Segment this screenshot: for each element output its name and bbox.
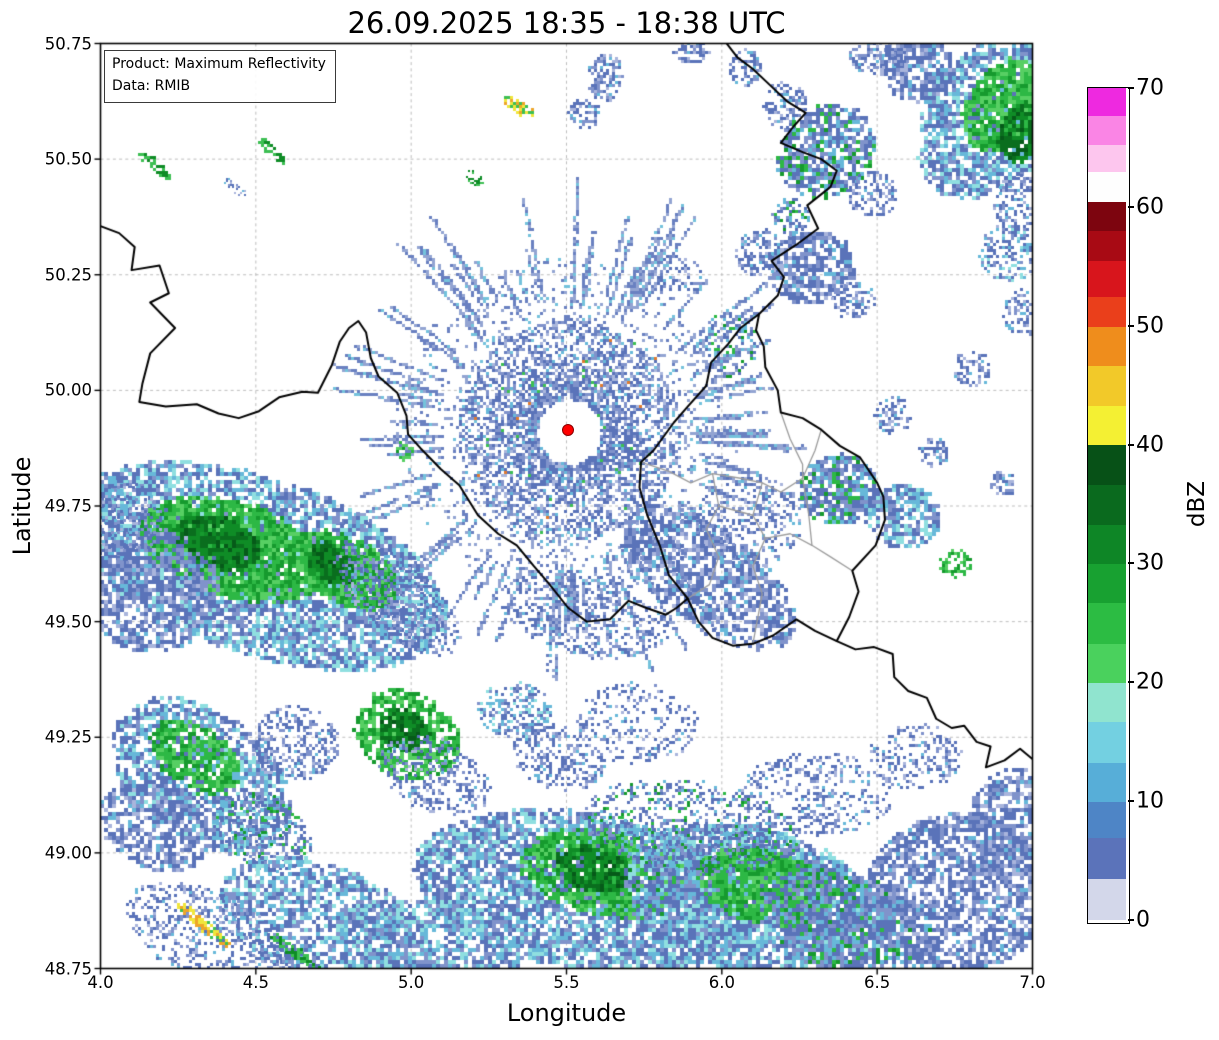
- colorbar-band: [1088, 444, 1126, 485]
- colorbar: [1088, 88, 1126, 920]
- colorbar-band: [1088, 602, 1126, 644]
- data-source-line: Data: RMIB: [112, 77, 191, 94]
- y-tick-label: 49.00: [44, 843, 92, 863]
- colorbar-band: [1088, 171, 1126, 202]
- colorbar-tick-label: 40: [1136, 432, 1164, 458]
- colorbar-band: [1088, 483, 1126, 525]
- colorbar-band: [1088, 836, 1126, 880]
- colorbar-band: [1088, 230, 1126, 262]
- y-tick-label: 49.75: [44, 496, 92, 516]
- colorbar-band: [1088, 524, 1126, 565]
- colorbar-tick: [1128, 324, 1134, 327]
- x-tick-label: 5.5: [553, 973, 580, 992]
- colorbar-tick: [1128, 800, 1134, 803]
- colorbar-tick: [1128, 919, 1134, 921]
- colorbar-label: dBZ: [1184, 480, 1210, 528]
- colorbar-tick: [1128, 205, 1134, 208]
- product-line: Product: Maximum Reflectivity: [112, 56, 326, 72]
- x-tick-label: 6.5: [864, 973, 891, 992]
- colorbar-band: [1088, 405, 1126, 446]
- y-tick-label: 50.25: [44, 265, 92, 285]
- colorbar-band: [1088, 364, 1126, 407]
- colorbar-band: [1088, 682, 1126, 723]
- y-tick-label: 49.25: [44, 727, 92, 747]
- colorbar-band: [1088, 88, 1126, 117]
- x-axis-label: Longitude: [506, 999, 627, 1027]
- colorbar-tick-label: 50: [1136, 313, 1164, 339]
- x-tick-label: 7.0: [1019, 973, 1046, 992]
- colorbar-band: [1088, 563, 1126, 604]
- colorbar-tick-label: 0: [1136, 907, 1150, 933]
- colorbar-tick: [1128, 681, 1134, 684]
- product-info-box: Product: Maximum Reflectivity Data: RMIB: [104, 50, 336, 104]
- x-tick-label: 5.0: [398, 973, 425, 992]
- colorbar-band: [1088, 325, 1126, 366]
- colorbar-tick-label: 70: [1136, 75, 1164, 101]
- colorbar-band: [1088, 643, 1126, 684]
- colorbar-band: [1088, 296, 1126, 327]
- colorbar-tick-label: 20: [1136, 669, 1164, 695]
- y-tick-label: 48.75: [44, 959, 92, 978]
- x-tick-label: 6.0: [708, 973, 735, 992]
- colorbar-tick-label: 60: [1136, 194, 1164, 220]
- figure-title: 26.09.2025 18:35 - 18:38 UTC: [347, 6, 786, 40]
- colorbar-tick-label: 10: [1136, 788, 1164, 814]
- x-tick-label: 4.0: [87, 973, 114, 992]
- colorbar-tick: [1128, 562, 1134, 565]
- y-tick-label: 49.50: [44, 612, 92, 632]
- y-tick-label: 50.75: [44, 34, 92, 53]
- colorbar-band: [1088, 143, 1126, 172]
- colorbar-band: [1088, 260, 1126, 297]
- y-tick-label: 50.00: [44, 380, 92, 400]
- x-tick-label: 4.5: [242, 973, 269, 992]
- colorbar-band: [1088, 200, 1126, 232]
- y-tick-label: 50.50: [44, 149, 92, 169]
- colorbar-tick: [1128, 87, 1134, 89]
- colorbar-band: [1088, 721, 1126, 763]
- colorbar-band: [1088, 761, 1126, 802]
- radar-site-marker: [561, 424, 574, 437]
- colorbar-tick: [1128, 443, 1134, 446]
- colorbar-band: [1088, 801, 1126, 838]
- colorbar-band: [1088, 115, 1126, 145]
- colorbar-band: [1088, 878, 1126, 920]
- colorbar-tick-label: 30: [1136, 550, 1164, 576]
